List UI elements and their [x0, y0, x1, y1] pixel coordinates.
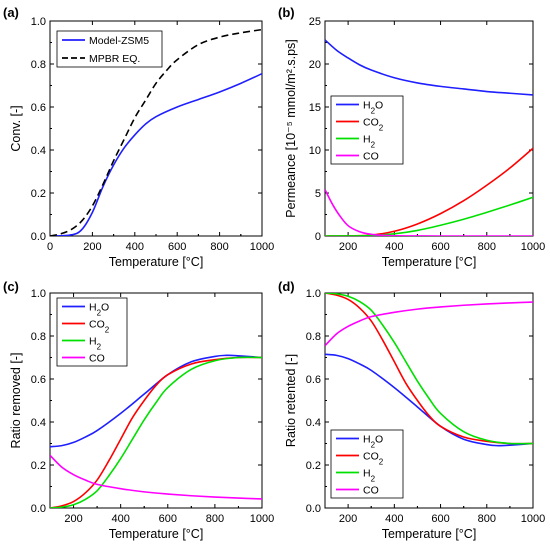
y-tick-label: 1.0	[306, 288, 321, 300]
series-line-h2	[325, 293, 533, 445]
y-tick-label: 0.6	[306, 374, 321, 386]
y-axis-label: Conv. [-]	[9, 105, 23, 151]
legend-box	[56, 30, 163, 68]
legend-label: CO2	[89, 319, 110, 335]
y-tick-label: 25	[309, 16, 321, 28]
y-tick-label: 0.8	[31, 331, 46, 343]
y-tick-label: 15	[309, 102, 321, 114]
y-tick-label: 10	[309, 145, 321, 157]
y-tick-label: 0.2	[31, 460, 46, 472]
x-tick-label: 400	[126, 241, 144, 253]
legend-label: CO	[89, 353, 105, 365]
y-tick-label: 0.8	[306, 331, 321, 343]
panel-label: (c)	[3, 279, 19, 294]
y-tick-label: 0.0	[31, 231, 46, 243]
legend-label: H2O	[363, 434, 383, 450]
x-tick-label: 1000	[521, 241, 545, 253]
series-line-co	[325, 301, 533, 347]
series-line-mpbr-eq-	[50, 28, 262, 236]
series-line-h2	[325, 196, 533, 236]
legend-label: CO2	[363, 451, 384, 467]
x-tick-label: 800	[478, 513, 496, 525]
y-tick-label: 0.0	[31, 503, 46, 515]
x-axis-label: Temperature [°C]	[382, 255, 477, 269]
x-tick-label: 400	[111, 513, 129, 525]
legend-label: CO	[363, 485, 379, 497]
y-axis-label: Permeance [10⁻⁵ mmol/m².s.ps]	[284, 39, 298, 218]
x-axis-label: Temperature [°C]	[382, 527, 477, 541]
x-tick-label: 600	[431, 241, 449, 253]
y-tick-label: 0.0	[306, 503, 321, 515]
series-line-co2	[50, 356, 262, 508]
y-tick-label: 0.6	[31, 374, 46, 386]
panel-c: 200 400 600 800 1000 0.0 0.2 0.4 0.6 0.8 1.0 Temper…	[3, 279, 274, 541]
legend-label: H2	[363, 468, 376, 484]
series-line-h2o	[325, 353, 533, 447]
x-tick-label: 400	[385, 241, 403, 253]
series-line-h2	[50, 356, 262, 508]
x-tick-label: 600	[159, 513, 177, 525]
panel-label: (b)	[278, 5, 295, 20]
legend-label: H2O	[363, 100, 383, 116]
y-tick-label: 20	[309, 59, 321, 71]
x-tick-label: 800	[206, 513, 224, 525]
legend-label: H2O	[89, 302, 109, 318]
legend-label: Model-ZSM5	[89, 35, 149, 47]
y-tick-label: 0.4	[306, 417, 321, 429]
x-tick-label: 600	[431, 513, 449, 525]
x-tick-label: 600	[168, 241, 186, 253]
y-axis-label: Ratio removed [-]	[9, 353, 23, 449]
x-axis-label: Temperature [°C]	[109, 527, 204, 541]
legend: Model-ZSM5 MPBR EQ.	[56, 30, 163, 68]
legend-box	[56, 297, 128, 367]
y-tick-label: 0	[315, 231, 321, 243]
series-line-h2o	[325, 39, 533, 96]
panel-label: (d)	[278, 279, 295, 294]
x-tick-label: 0	[47, 241, 53, 253]
legend-label: MPBR EQ.	[89, 53, 140, 65]
x-tick-label: 1000	[521, 513, 545, 525]
y-tick-label: 0.2	[31, 188, 46, 200]
y-tick-label: 0.4	[31, 145, 46, 157]
legend-box	[330, 95, 404, 165]
x-tick-label: 200	[64, 513, 82, 525]
y-tick-label: 5	[315, 188, 321, 200]
x-tick-label: 200	[339, 241, 357, 253]
legend-label: H2	[89, 336, 102, 352]
x-tick-label: 800	[478, 241, 496, 253]
y-tick-label: 1.0	[31, 16, 46, 28]
series-line-co	[325, 189, 533, 236]
series-line-model-zsm5	[50, 72, 262, 236]
x-tick-label: 200	[339, 513, 357, 525]
panel-a: 0 200 400 600 800 1000 0.0 0.2 0.4 0.6 0.8 1.0 Tempe…	[3, 5, 274, 269]
x-axis-label: Temperature [°C]	[109, 255, 204, 269]
y-axis-label: Ratio retented [-]	[284, 354, 298, 447]
y-tick-label: 0.6	[31, 102, 46, 114]
series-line-co	[50, 454, 262, 500]
x-tick-label: 800	[210, 241, 228, 253]
legend-label: CO2	[363, 117, 384, 133]
x-tick-label: 1000	[250, 241, 274, 253]
y-tick-label: 0.2	[306, 460, 321, 472]
legend-label: H2	[363, 134, 376, 150]
y-tick-label: 0.4	[31, 417, 46, 429]
x-tick-label: 200	[83, 241, 101, 253]
panel-b: 200 400 600 800 1000 0 5 10 15 20 25 Temperature [°…	[278, 5, 545, 269]
series-line-co2	[325, 293, 533, 445]
y-tick-label: 0.8	[31, 59, 46, 71]
x-tick-label: 400	[385, 513, 403, 525]
x-tick-label: 1000	[250, 513, 274, 525]
panel-label: (a)	[3, 5, 19, 20]
panel-d: 200 400 600 800 1000 0.0 0.2 0.4 0.6 0.8 1.0 Temper…	[278, 279, 545, 541]
y-tick-label: 1.0	[31, 288, 46, 300]
legend-box	[330, 429, 404, 499]
legend-label: CO	[363, 151, 379, 163]
series-line-h2o	[50, 354, 262, 448]
